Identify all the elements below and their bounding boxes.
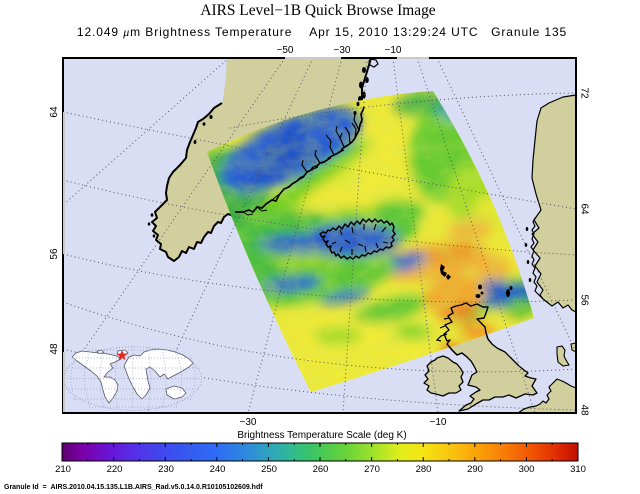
svg-text:72: 72 [579,87,590,99]
svg-text:12.049 μm Brightness Temperatu: 12.049 μm Brightness Temperature Apr 15,… [77,25,567,39]
svg-text:56: 56 [49,248,60,260]
svg-text:−10: −10 [430,417,447,428]
svg-text:210: 210 [55,464,71,475]
svg-text:270: 270 [364,464,380,475]
svg-text:290: 290 [467,464,483,475]
svg-text:48: 48 [49,343,60,355]
svg-text:64: 64 [49,106,60,118]
svg-text:280: 280 [416,464,432,475]
svg-text:AIRS Level−1B Quick Browse Ima: AIRS Level−1B Quick Browse Image [200,2,435,19]
svg-text:230: 230 [158,464,174,475]
svg-text:220: 220 [107,464,123,475]
svg-text:64: 64 [579,203,590,215]
svg-text:−10: −10 [385,45,402,56]
svg-text:Granule Id = AIRS.2010.04.15: Granule Id = AIRS.2010.04.15.135.L1B.AIR… [4,484,263,491]
svg-text:250: 250 [261,464,277,475]
svg-text:300: 300 [519,464,535,475]
svg-text:260: 260 [313,464,329,475]
svg-text:−50: −50 [277,45,294,56]
svg-text:48: 48 [579,404,590,416]
svg-text:56: 56 [579,294,590,306]
svg-text:310: 310 [570,464,586,475]
svg-text:−30: −30 [240,417,257,428]
svg-text:240: 240 [210,464,226,475]
svg-text:Brightness Temperature Scale (: Brightness Temperature Scale (deg K) [237,430,406,441]
svg-text:−30: −30 [334,45,351,56]
